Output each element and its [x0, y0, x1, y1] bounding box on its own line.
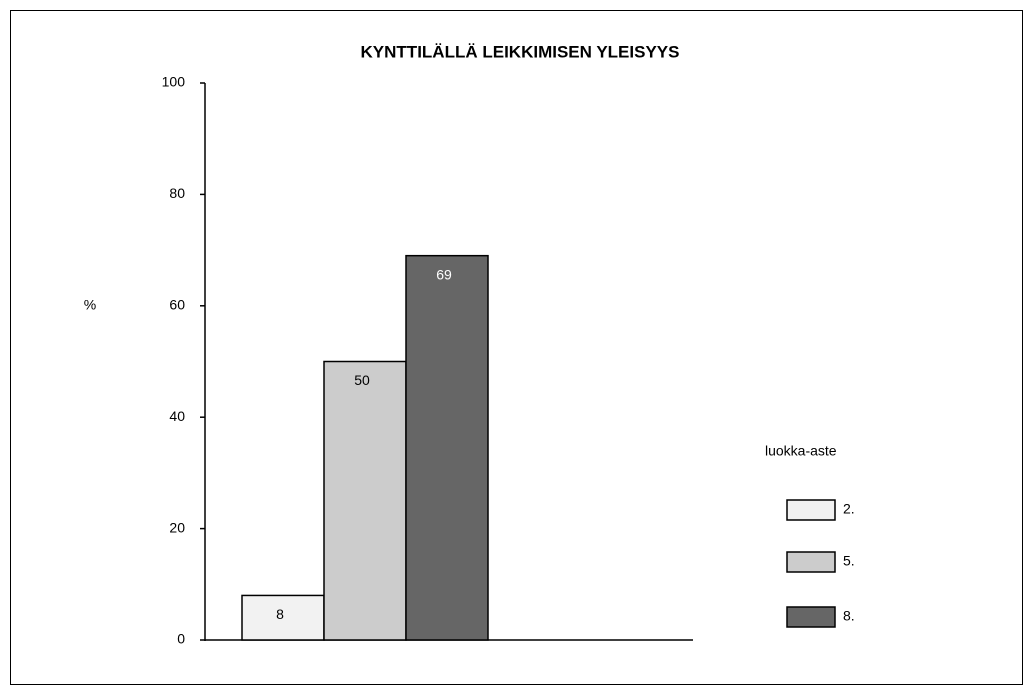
- legend-swatch: [786, 499, 836, 521]
- y-tick-label: 20: [169, 519, 185, 535]
- value-label: 69: [436, 266, 452, 282]
- y-tick-label: 40: [169, 408, 185, 424]
- legend-label: 5.: [843, 553, 855, 569]
- legend-swatch: [786, 551, 836, 573]
- y-tick-label: 80: [169, 185, 185, 201]
- value-label: 50: [354, 372, 370, 388]
- y-tick-label: 100: [162, 74, 186, 90]
- legend-label: 8.: [843, 608, 855, 624]
- legend-title: luokka-aste: [765, 443, 837, 459]
- chart-title: KYNTTILÄLLÄ LEIKKIMISEN YLEISYYS: [361, 42, 680, 61]
- legend-label: 2.: [843, 501, 855, 517]
- bar: [405, 254, 489, 641]
- value-label: 8: [276, 606, 284, 622]
- y-tick-label: 0: [177, 631, 185, 647]
- chart-border: [10, 10, 1023, 685]
- legend-swatch: [786, 606, 836, 628]
- bar: [241, 594, 325, 641]
- bar: [323, 360, 407, 641]
- y-tick-label: 60: [169, 297, 185, 313]
- y-axis-label: %: [84, 297, 96, 313]
